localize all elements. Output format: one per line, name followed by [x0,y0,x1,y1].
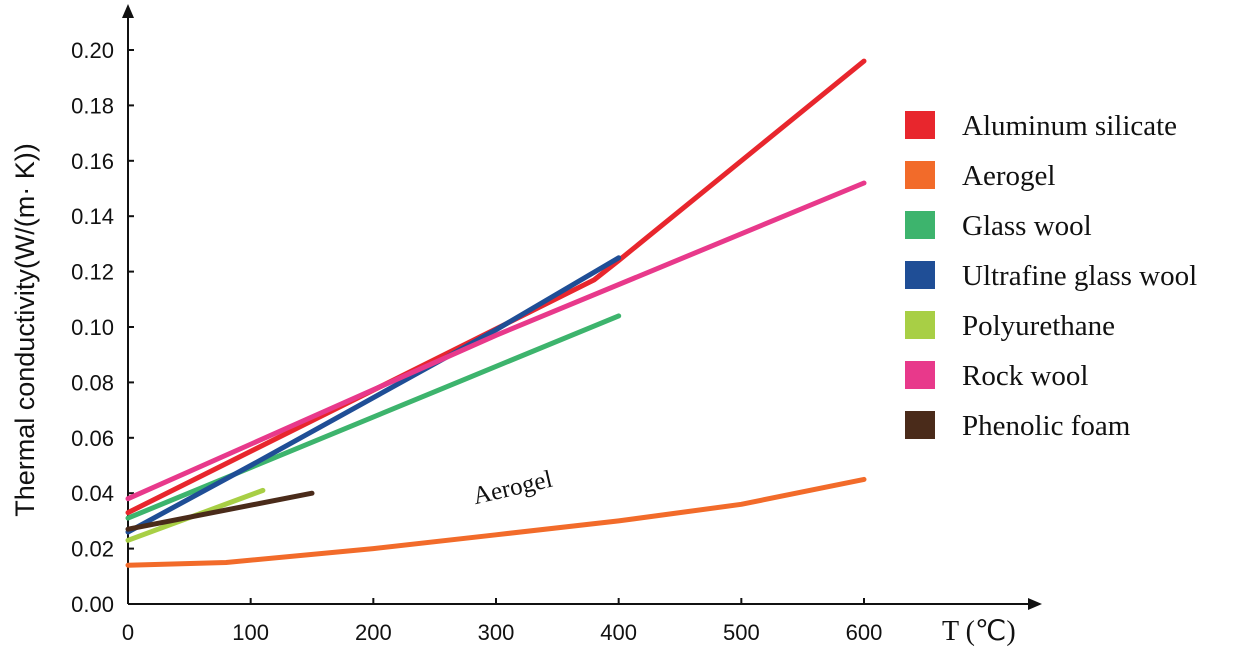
series-line-phenolic-foam [125,490,315,532]
y-tick-label: 0.16 [71,149,114,174]
series-line-glass-wool [125,313,622,521]
legend-swatch-aluminum-silicate [905,111,935,139]
series-line-rock-wool [125,180,867,502]
legend-label-aluminum-silicate: Aluminum silicate [962,110,1177,142]
legend-label-phenolic-foam: Phenolic foam [962,410,1131,442]
annotation-label: Aerogel [470,466,555,510]
legend-swatch-glass-wool [905,211,935,239]
legend-label-glass-wool: Glass wool [962,210,1092,242]
y-tick-label: 0.08 [71,370,114,395]
legend-swatch-aerogel [905,161,935,189]
y-tick-label: 0.20 [71,38,114,63]
x-axis-arrow [1028,598,1042,610]
legend-label-aerogel: Aerogel [962,160,1055,192]
x-tick-label: 0 [122,620,134,645]
x-tick-label: 100 [232,620,269,645]
legend-label-rock-wool: Rock wool [962,360,1088,392]
y-tick-label: 0.12 [71,260,114,285]
legend: Aluminum silicate Aerogel Glass wool Ultraf… [905,110,1197,442]
legend-swatch-polyurethane [905,311,935,339]
series-line-aerogel [125,476,867,568]
series-line-aluminum-silicate [125,58,867,516]
x-tick-label: 600 [846,620,883,645]
legend-label-polyurethane: Polyurethane [962,310,1115,342]
ticks: 0 100 200 300 400 500 600 0.00 0.02 0.04 0.06 0.08 0… [71,38,882,645]
legend-swatch-phenolic-foam [905,411,935,439]
y-tick-label: 0.18 [71,93,114,118]
y-tick-label: 0.00 [71,592,114,617]
annotations: Aerogel [470,466,555,510]
x-tick-label: 400 [600,620,637,645]
legend-swatch-rock-wool [905,361,935,389]
x-tick-label: 500 [723,620,760,645]
y-tick-label: 0.10 [71,315,114,340]
y-axis-title: Thermal conductivity(W/(m· K)) [10,143,40,517]
series-lines [125,58,867,568]
x-tick-label: 300 [478,620,515,645]
y-tick-label: 0.02 [71,537,114,562]
y-tick-label: 0.14 [71,204,114,229]
axes [122,4,1042,610]
y-axis-arrow [122,4,134,18]
series-line-ultrafine-glass-wool [125,255,622,535]
legend-swatch-ultrafine-glass-wool [905,261,935,289]
y-tick-label: 0.06 [71,426,114,451]
x-axis-title: T (℃) [942,616,1016,647]
x-tick-label: 200 [355,620,392,645]
legend-label-ultrafine-glass-wool: Ultrafine glass wool [962,260,1197,292]
y-tick-label: 0.04 [71,481,114,506]
